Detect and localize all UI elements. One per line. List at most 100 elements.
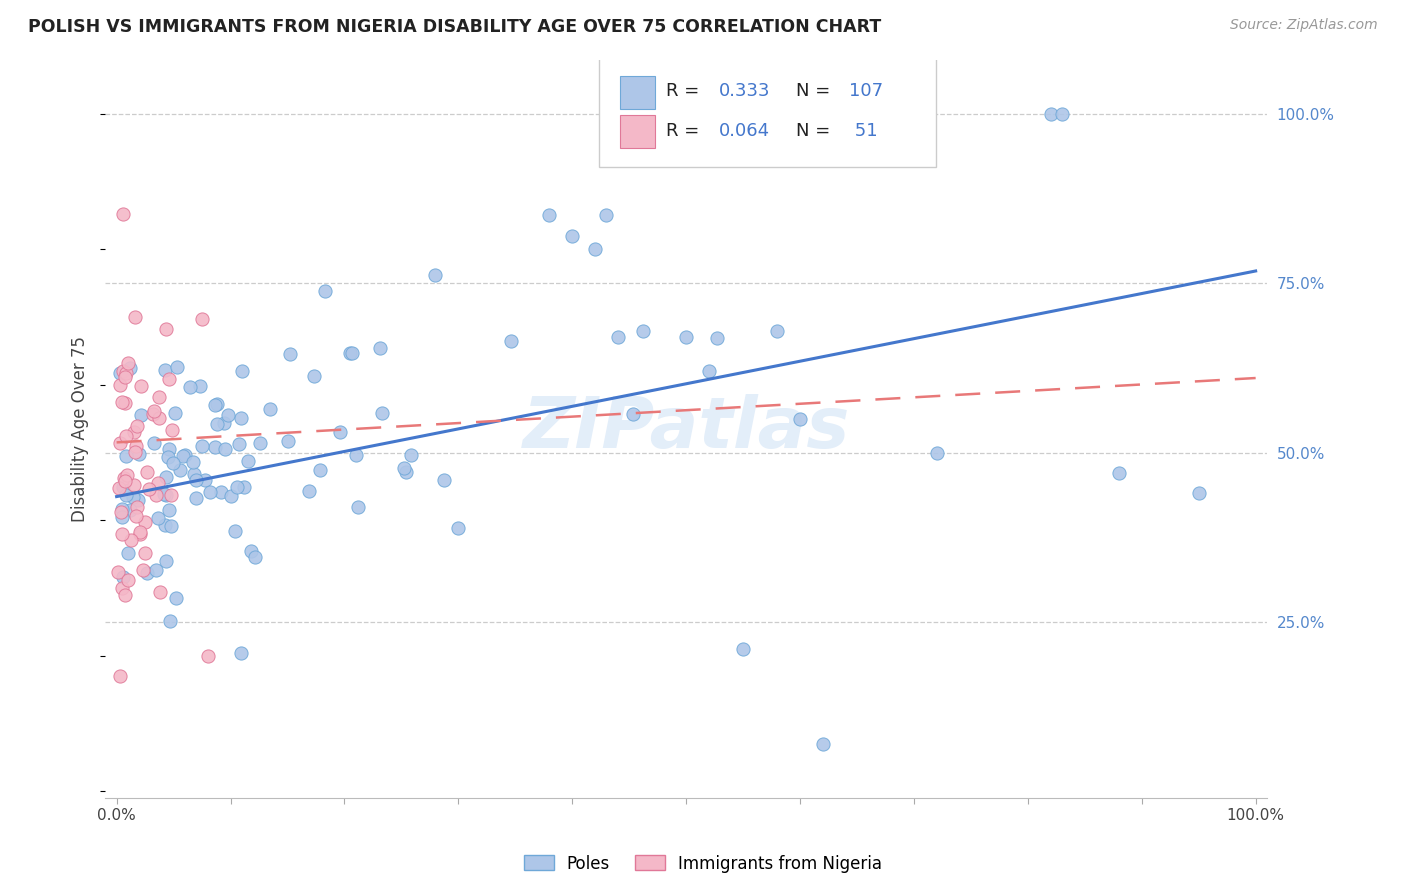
Point xyxy=(112,364,135,378)
Point xyxy=(159,488,181,502)
Point xyxy=(111,526,134,541)
Point xyxy=(108,436,131,450)
Point xyxy=(229,646,252,660)
Point xyxy=(166,359,188,374)
Point xyxy=(394,461,416,475)
Point xyxy=(231,364,253,378)
Text: R =: R = xyxy=(666,82,706,101)
Point xyxy=(122,490,145,504)
Point xyxy=(278,347,301,361)
Point xyxy=(149,584,172,599)
Point xyxy=(110,505,132,519)
Text: 0.333: 0.333 xyxy=(718,82,770,101)
Point xyxy=(157,442,180,457)
Point xyxy=(122,478,145,492)
Point xyxy=(131,378,153,392)
Point xyxy=(217,408,239,422)
Point xyxy=(197,648,219,663)
Point xyxy=(114,366,136,380)
Point xyxy=(107,565,129,579)
Point xyxy=(314,284,336,298)
Point xyxy=(160,519,183,533)
Point xyxy=(308,463,330,477)
Point xyxy=(501,334,523,348)
Point xyxy=(209,484,232,499)
Point xyxy=(224,524,246,538)
Point xyxy=(124,445,146,459)
Point xyxy=(395,465,418,479)
Point xyxy=(179,379,201,393)
Point xyxy=(112,480,135,494)
Point xyxy=(368,341,391,355)
Point xyxy=(157,371,180,385)
Point xyxy=(145,564,167,578)
Point xyxy=(159,615,181,629)
Point xyxy=(538,209,561,223)
Point xyxy=(259,402,281,417)
Point xyxy=(823,107,845,121)
Point xyxy=(117,546,139,560)
Point xyxy=(157,450,180,464)
Point xyxy=(114,369,136,384)
Point xyxy=(675,330,697,344)
Point xyxy=(127,500,149,514)
Point xyxy=(125,439,148,453)
Point xyxy=(172,449,194,463)
Point xyxy=(240,543,263,558)
Point xyxy=(111,206,134,220)
Point xyxy=(111,502,134,516)
Point xyxy=(733,642,755,657)
Point xyxy=(129,408,152,422)
Point xyxy=(153,486,176,500)
Point xyxy=(111,581,134,595)
Text: N =: N = xyxy=(796,82,837,101)
Text: 0.064: 0.064 xyxy=(718,122,769,140)
Point xyxy=(340,346,363,360)
Point xyxy=(249,435,271,450)
Point xyxy=(561,228,583,243)
Point xyxy=(766,324,789,338)
Point xyxy=(329,425,352,440)
Point xyxy=(228,437,250,451)
Point xyxy=(155,322,177,336)
Point xyxy=(789,411,811,425)
Point xyxy=(142,407,165,421)
Point xyxy=(135,465,157,479)
Point xyxy=(125,419,148,434)
Point xyxy=(153,363,176,377)
Point xyxy=(181,454,204,468)
Point xyxy=(232,480,254,494)
Point xyxy=(143,435,166,450)
Point xyxy=(204,440,226,454)
FancyBboxPatch shape xyxy=(620,115,655,148)
Point xyxy=(155,470,177,484)
Point xyxy=(214,442,236,457)
Point xyxy=(1108,466,1130,480)
Point xyxy=(595,209,617,223)
Point xyxy=(188,379,211,393)
Point xyxy=(145,488,167,502)
FancyBboxPatch shape xyxy=(620,76,655,109)
Point xyxy=(277,434,299,449)
Point xyxy=(155,554,177,568)
Point xyxy=(1050,107,1073,121)
Point xyxy=(128,525,150,540)
Point xyxy=(115,467,138,482)
Point xyxy=(127,492,149,507)
Point xyxy=(339,346,361,360)
Point xyxy=(207,397,229,411)
Point xyxy=(108,366,131,380)
Point xyxy=(198,485,221,500)
Point xyxy=(226,480,249,494)
Legend: Poles, Immigrants from Nigeria: Poles, Immigrants from Nigeria xyxy=(517,848,889,880)
Point xyxy=(115,449,138,463)
Point xyxy=(117,356,139,370)
Point xyxy=(205,417,228,431)
Point xyxy=(621,407,644,421)
Point xyxy=(183,467,205,481)
Point xyxy=(447,520,470,534)
Point xyxy=(583,242,606,256)
Point xyxy=(114,428,136,442)
Point xyxy=(811,737,834,751)
Text: R =: R = xyxy=(666,122,706,140)
